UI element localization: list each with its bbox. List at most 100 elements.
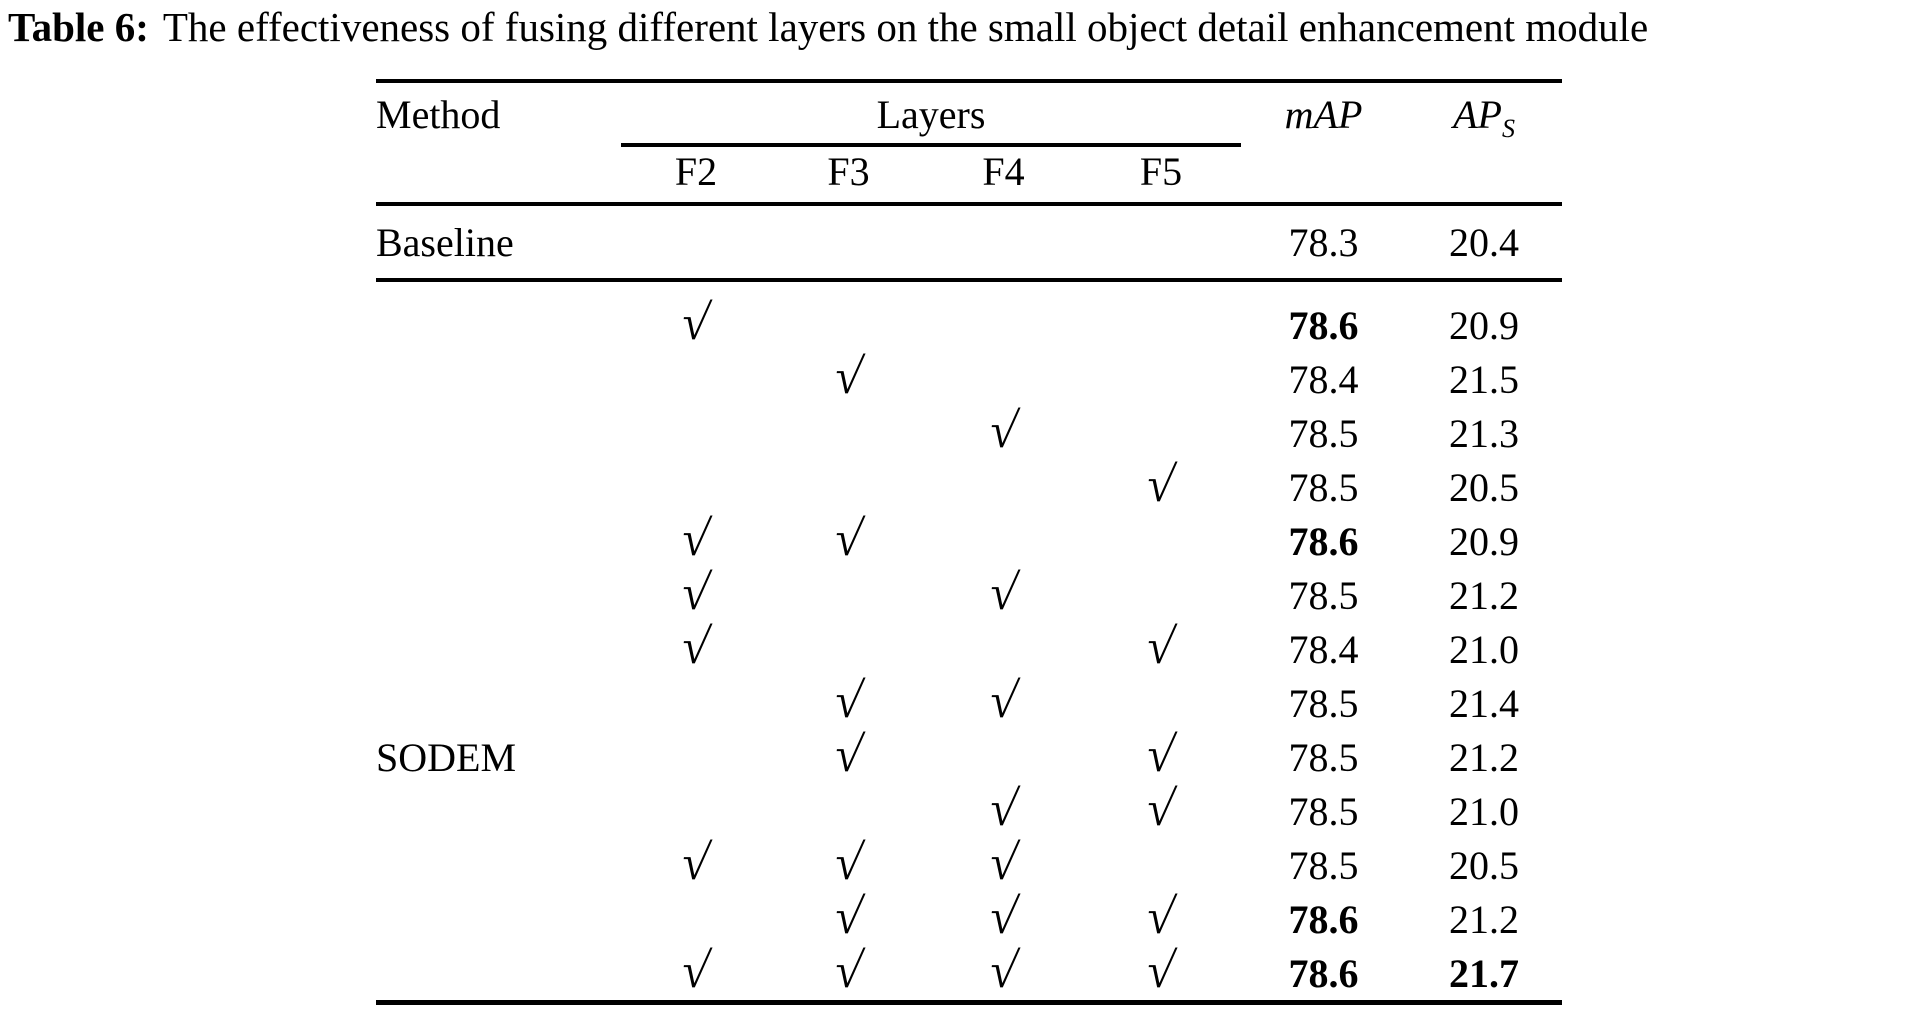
aps-value-cell: 20.5: [1449, 464, 1520, 510]
table-caption: Table 6: The effectiveness of fusing diff…: [8, 2, 1648, 52]
col-header-map: mAP: [1241, 81, 1407, 206]
check-cell-f3: √: [771, 888, 926, 946]
map-value-cell: 78.6: [1288, 896, 1359, 942]
map-value-cell: 78.5: [1288, 788, 1359, 834]
baseline-row: Baseline 78.3 20.4: [376, 204, 1563, 282]
check-icon: √: [678, 833, 714, 890]
table-caption-label: Table 6:: [8, 4, 149, 50]
aps-value-cell: 21.3: [1449, 410, 1520, 456]
check-cell-empty: [1081, 280, 1241, 352]
sodem-row: √ 78.5 20.5: [376, 455, 1562, 514]
method-cell-empty: [376, 514, 621, 568]
method-cell-empty: [376, 280, 621, 352]
method-cell-empty: [376, 838, 621, 892]
header-row-layers: F2 F3 F4 F5: [376, 145, 1562, 206]
map-label: mAP: [1284, 92, 1363, 137]
map-value-cell: 78.6: [1288, 950, 1359, 996]
check-cell-f2: √: [621, 280, 771, 352]
map-value-cell: 78.6: [1288, 302, 1359, 348]
check-cell-empty: [771, 460, 926, 514]
map-value-cell: 78.5: [1288, 680, 1359, 726]
check-cell-f5: √: [1081, 942, 1241, 1003]
table-caption-text: The effectiveness of fusing different la…: [162, 4, 1649, 50]
check-cell-f4: √: [926, 833, 1081, 892]
aps-value-cell: 20.4: [1406, 204, 1563, 282]
check-icon: √: [678, 509, 714, 566]
sodem-row: √ √ 78.6 20.9: [376, 509, 1562, 568]
sodem-section: √ 78.6 20.9 √ 78.4 21.5 √ 78.5 21.3 √ 78.5 20.5 √ √ 78…: [376, 280, 1562, 1003]
method-cell-empty: [376, 892, 621, 946]
sodem-row: SODEM √ √ 78.5 21.2: [376, 726, 1562, 784]
method-cell-empty: [376, 676, 621, 730]
check-cell-empty: [771, 622, 926, 676]
check-cell-f4: √: [926, 563, 1081, 622]
check-icon: √: [1143, 455, 1179, 512]
check-cell-f5: √: [1081, 618, 1241, 676]
check-icon: √: [830, 509, 867, 566]
check-icon: √: [830, 833, 867, 890]
check-cell-empty: [771, 204, 926, 282]
check-cell-f5: √: [1081, 455, 1241, 514]
aps-value-cell: 20.9: [1449, 518, 1520, 564]
map-value-cell: 78.4: [1288, 626, 1359, 672]
map-value-cell: 78.5: [1288, 464, 1359, 510]
table-header: Method Layers mAP APS F2 F3 F4 F5: [376, 81, 1563, 206]
check-cell-empty: [1081, 406, 1241, 460]
check-cell-empty: [621, 460, 771, 514]
baseline-section: Baseline 78.3 20.4: [376, 204, 1563, 282]
check-cell-f2: √: [621, 509, 771, 568]
check-cell-empty: [771, 568, 926, 622]
sodem-row: √ √ √ 78.5 20.5: [376, 833, 1562, 892]
col-header-f4: F4: [926, 145, 1081, 206]
check-cell-empty: [1081, 514, 1241, 568]
method-cell-empty: [376, 622, 621, 676]
check-cell-f2: √: [621, 617, 771, 676]
check-icon: √: [985, 941, 1022, 998]
check-cell-empty: [1081, 838, 1241, 892]
sodem-row: √ √ 78.5 21.2: [376, 563, 1562, 622]
aps-value-cell: 21.2: [1449, 572, 1520, 618]
aps-value-cell: 21.0: [1449, 626, 1520, 672]
sodem-row: √ √ 78.5 21.4: [376, 672, 1562, 730]
check-cell-empty: [621, 406, 771, 460]
check-cell-empty: [621, 676, 771, 730]
check-cell-empty: [926, 460, 1081, 514]
check-cell-empty: [1081, 568, 1241, 622]
col-header-method: Method: [376, 81, 621, 206]
check-cell-empty: [926, 514, 1081, 568]
check-cell-empty: [926, 622, 1081, 676]
col-header-f2: F2: [621, 145, 771, 206]
check-cell-empty: [621, 784, 771, 838]
col-header-f3: F3: [771, 145, 926, 206]
check-cell-empty: [926, 352, 1081, 406]
check-icon: √: [985, 563, 1022, 620]
sodem-row: √ √ √ √ 78.6 21.7: [376, 941, 1562, 1003]
check-cell-empty: [621, 352, 771, 406]
check-icon: √: [985, 833, 1022, 890]
method-cell-empty: [376, 460, 621, 514]
check-cell-f4: √: [926, 888, 1081, 946]
col-header-layers: Layers: [621, 81, 1242, 147]
check-icon: √: [985, 401, 1022, 458]
check-cell-f3: √: [771, 833, 926, 892]
check-cell-empty: [1081, 204, 1242, 282]
check-cell-f3: √: [771, 726, 926, 784]
check-cell-f3: √: [771, 509, 926, 568]
col-header-f5: F5: [1081, 145, 1242, 206]
check-cell-empty: [926, 730, 1081, 784]
aps-value-cell: 21.0: [1449, 788, 1520, 834]
check-cell-f2: √: [621, 564, 771, 622]
check-cell-empty: [771, 784, 926, 838]
layers-label: Layers: [876, 92, 986, 137]
check-cell-empty: [771, 280, 926, 352]
sodem-row: √ √ √ 78.6 21.2: [376, 888, 1562, 946]
check-cell-f2: √: [621, 833, 771, 892]
check-cell-empty: [621, 730, 771, 784]
aps-value-cell: 21.2: [1449, 734, 1520, 780]
check-icon: √: [678, 617, 714, 674]
aps-value-cell: 20.5: [1449, 842, 1520, 888]
check-cell-empty: [1081, 676, 1241, 730]
sodem-row: √ √ 78.5 21.0: [376, 780, 1562, 838]
method-cell-empty: [376, 946, 621, 1003]
